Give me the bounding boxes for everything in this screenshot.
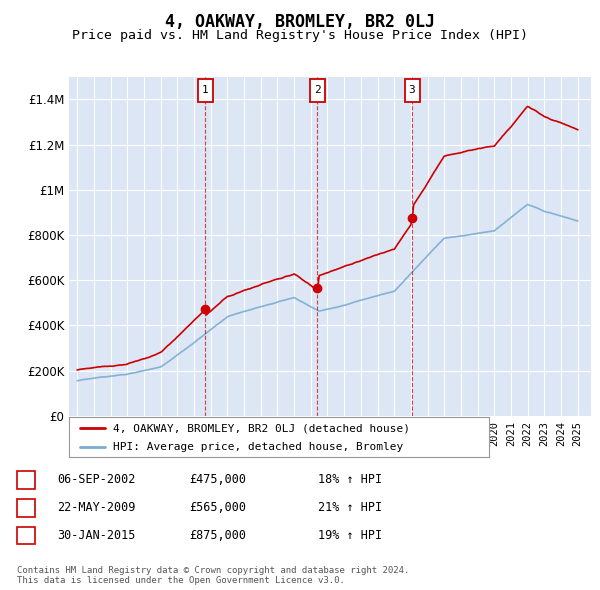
Text: 2: 2	[22, 501, 29, 514]
Text: 1: 1	[202, 86, 209, 95]
Text: £565,000: £565,000	[189, 501, 246, 514]
Text: 22-MAY-2009: 22-MAY-2009	[57, 501, 136, 514]
Text: 4, OAKWAY, BROMLEY, BR2 0LJ (detached house): 4, OAKWAY, BROMLEY, BR2 0LJ (detached ho…	[113, 424, 410, 434]
Text: 18% ↑ HPI: 18% ↑ HPI	[318, 473, 382, 487]
Text: 4, OAKWAY, BROMLEY, BR2 0LJ: 4, OAKWAY, BROMLEY, BR2 0LJ	[165, 13, 435, 31]
Text: 3: 3	[409, 86, 415, 95]
Text: 30-JAN-2015: 30-JAN-2015	[57, 529, 136, 542]
FancyBboxPatch shape	[310, 79, 325, 101]
Text: £875,000: £875,000	[189, 529, 246, 542]
Text: 1: 1	[22, 473, 29, 487]
FancyBboxPatch shape	[404, 79, 419, 101]
Text: 19% ↑ HPI: 19% ↑ HPI	[318, 529, 382, 542]
Text: £475,000: £475,000	[189, 473, 246, 487]
Text: 3: 3	[22, 529, 29, 542]
FancyBboxPatch shape	[198, 79, 213, 101]
Text: HPI: Average price, detached house, Bromley: HPI: Average price, detached house, Brom…	[113, 442, 403, 452]
Text: 21% ↑ HPI: 21% ↑ HPI	[318, 501, 382, 514]
Text: 2: 2	[314, 86, 321, 95]
Text: Contains HM Land Registry data © Crown copyright and database right 2024.
This d: Contains HM Land Registry data © Crown c…	[17, 566, 409, 585]
Text: Price paid vs. HM Land Registry's House Price Index (HPI): Price paid vs. HM Land Registry's House …	[72, 29, 528, 42]
Text: 06-SEP-2002: 06-SEP-2002	[57, 473, 136, 487]
